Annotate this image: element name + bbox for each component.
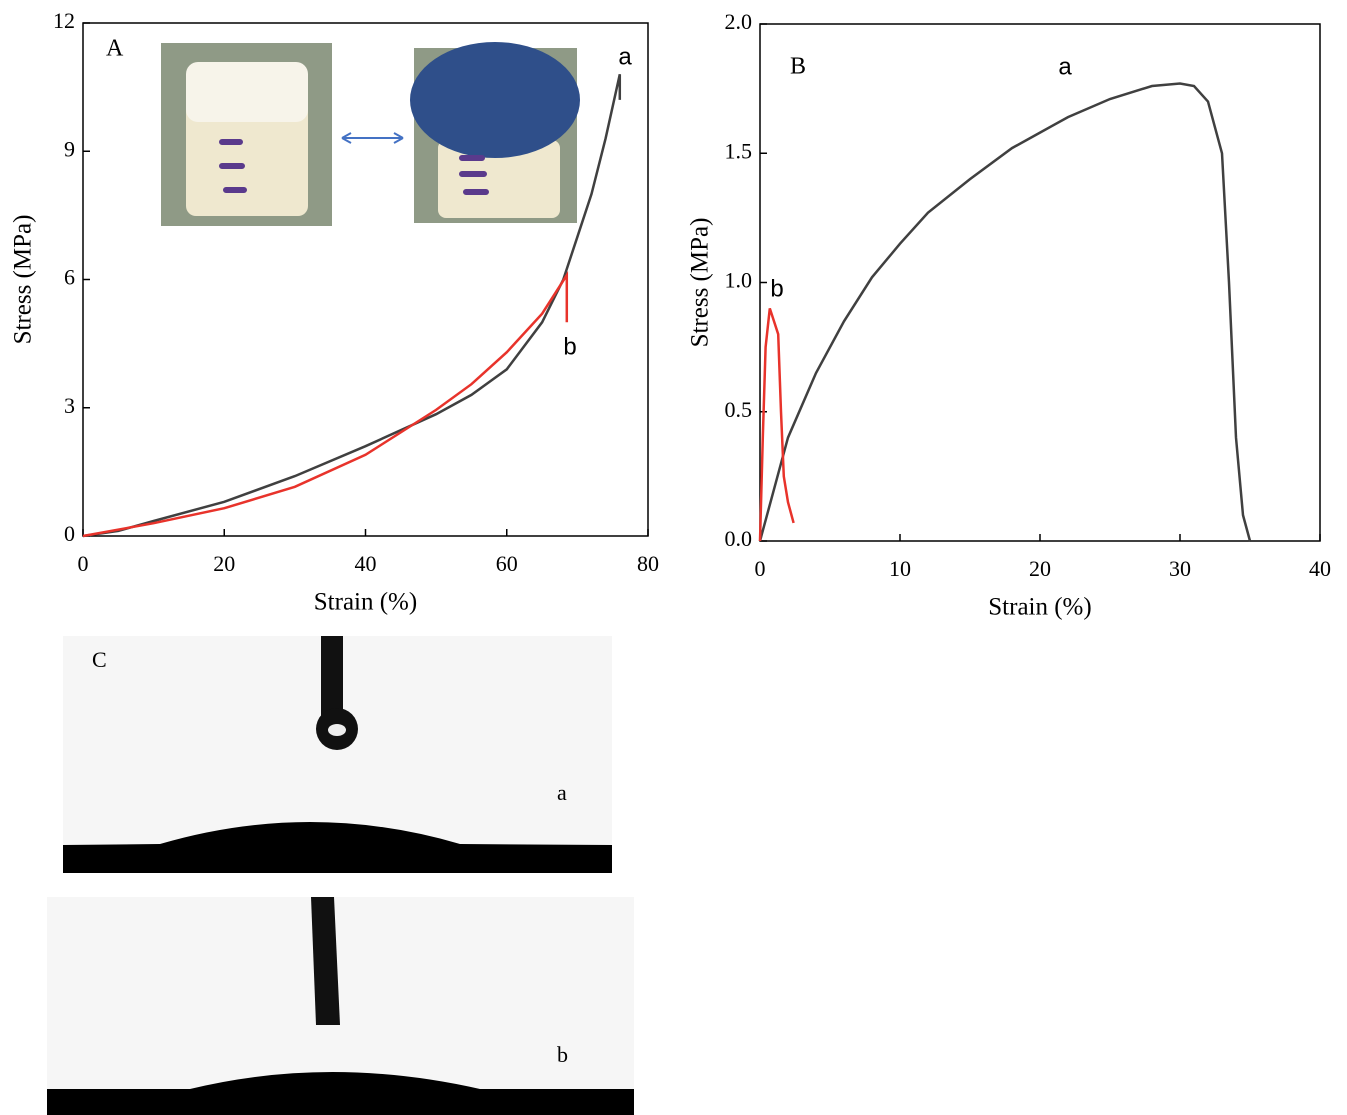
- y-tick-label: 9: [64, 136, 75, 161]
- x-tick-label: 40: [355, 551, 377, 576]
- x-tick-label: 10: [889, 556, 911, 581]
- x-tick-label: 0: [755, 556, 766, 581]
- data-line: [82, 74, 622, 538]
- y-axis-label: Stress (MPa): [687, 218, 714, 348]
- x-axis-label: Strain (%): [314, 589, 417, 616]
- series-label: a: [1058, 53, 1072, 80]
- contact-angle-photos: C a b: [47, 636, 634, 1115]
- x-tick-label: 40: [1309, 556, 1331, 581]
- y-tick-label: 12: [53, 8, 75, 33]
- panel-label: A: [106, 36, 124, 62]
- photo-label: b: [557, 1042, 568, 1067]
- y-tick-label: 3: [64, 393, 75, 418]
- series-label: b: [770, 275, 783, 302]
- inset-photos: [161, 42, 580, 226]
- y-tick-label: 0.5: [725, 397, 753, 422]
- data-line: [82, 270, 569, 538]
- x-tick-label: 60: [496, 551, 518, 576]
- data-line: [758, 308, 795, 542]
- x-tick-label: 30: [1169, 556, 1191, 581]
- x-tick-label: 20: [1029, 556, 1051, 581]
- x-tick-label: 20: [213, 551, 235, 576]
- y-tick-label: 0: [64, 521, 75, 546]
- photo-label: a: [557, 780, 567, 805]
- series-label: a: [618, 43, 632, 70]
- y-tick-label: 2.0: [725, 9, 753, 34]
- series-label: b: [563, 333, 576, 360]
- x-tick-label: 0: [78, 551, 89, 576]
- x-axis-label: Strain (%): [988, 594, 1091, 621]
- y-tick-label: 0.0: [725, 526, 753, 551]
- plot-frame: [759, 23, 1321, 542]
- y-tick-label: 6: [64, 265, 75, 290]
- panel-label: C: [92, 647, 107, 672]
- panel-label: B: [790, 54, 806, 80]
- data-line: [758, 82, 1252, 542]
- x-tick-label: 80: [637, 551, 659, 576]
- y-tick-label: 1.5: [725, 138, 753, 163]
- y-tick-label: 1.0: [725, 268, 753, 293]
- y-axis-label: Stress (MPa): [10, 215, 37, 345]
